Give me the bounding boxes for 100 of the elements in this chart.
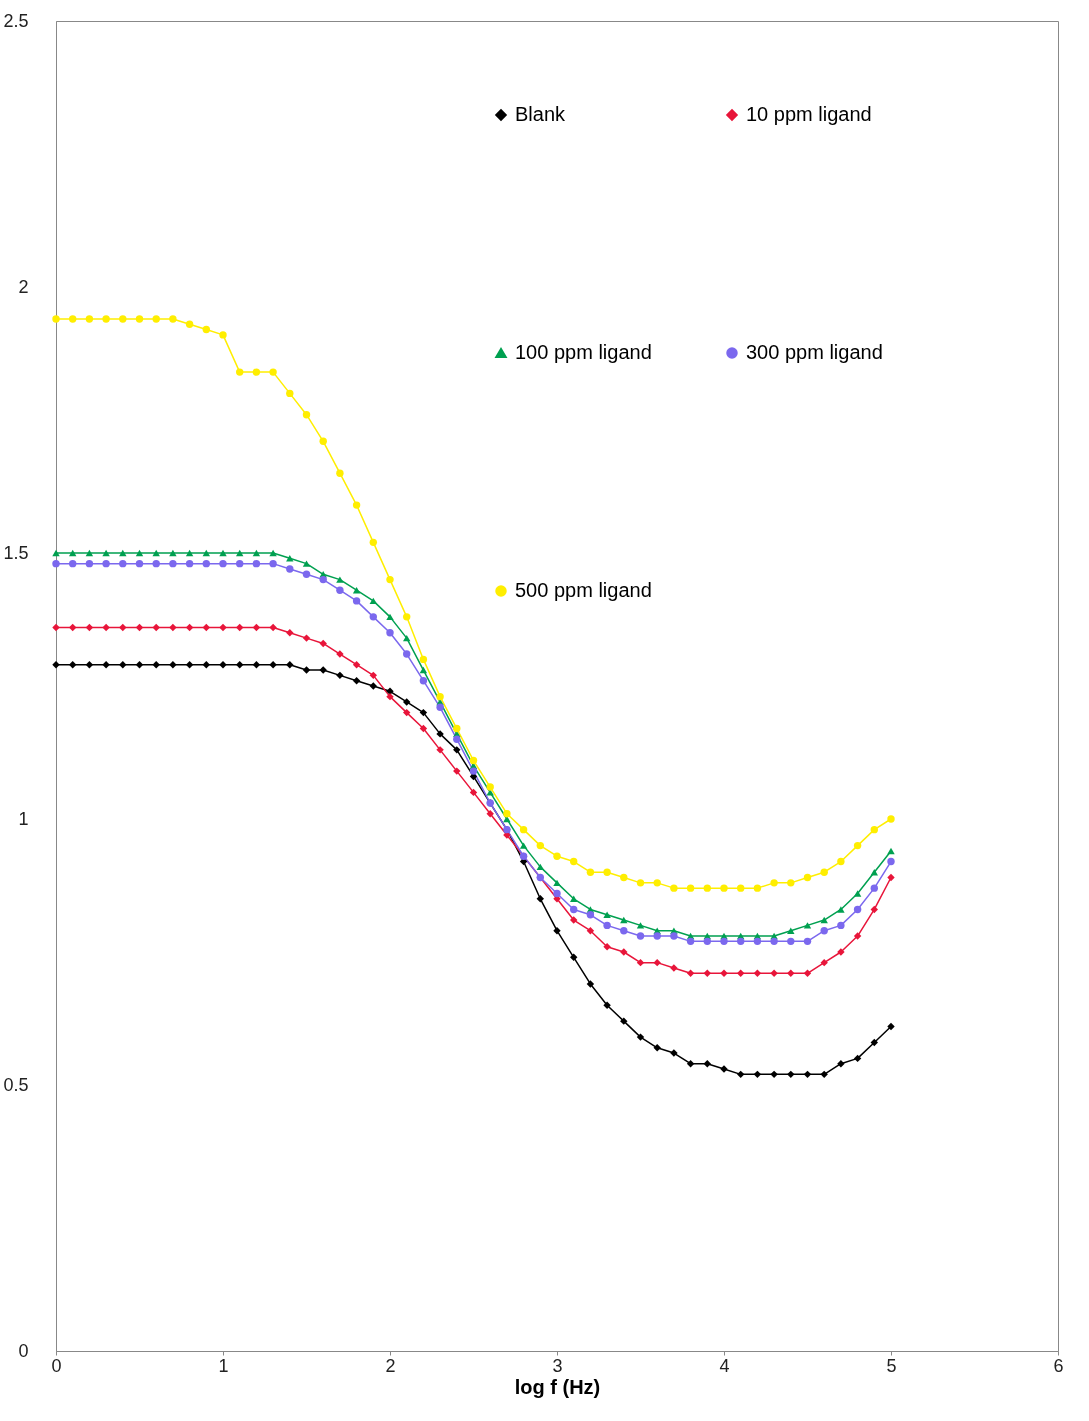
point: [286, 661, 294, 669]
legend-label: 500 ppm ligand: [515, 579, 652, 601]
point: [119, 315, 127, 323]
point: [185, 661, 194, 669]
point: [152, 559, 160, 568]
point: [68, 623, 77, 632]
point: [402, 708, 411, 717]
point: [386, 613, 394, 621]
point: [736, 884, 745, 892]
point: [252, 661, 261, 669]
point: [302, 410, 311, 419]
point: [202, 549, 211, 557]
point: [753, 969, 762, 977]
point: [119, 559, 127, 568]
point: [85, 315, 94, 323]
point: [586, 980, 595, 988]
point: [569, 953, 578, 962]
point: [369, 682, 378, 690]
y-tick-label: 1.5: [3, 542, 29, 563]
point: [319, 575, 327, 584]
point: [569, 857, 578, 866]
point: [519, 825, 528, 834]
point: [486, 783, 494, 791]
point: [68, 315, 77, 323]
point: [536, 841, 545, 850]
point: [68, 549, 77, 557]
point: [686, 969, 695, 977]
point: [386, 629, 394, 637]
point: [519, 842, 528, 849]
point: [503, 809, 511, 818]
point: [753, 937, 762, 946]
point: [469, 767, 478, 775]
point: [252, 559, 261, 568]
point: [603, 911, 611, 918]
point: [453, 767, 461, 775]
point: [85, 661, 94, 669]
point: [135, 623, 144, 632]
point: [102, 559, 110, 568]
point: [770, 1070, 778, 1079]
point: [787, 1070, 795, 1079]
point: [235, 368, 244, 376]
point: [670, 884, 678, 892]
point: [820, 958, 828, 967]
point: [803, 969, 812, 977]
point: [119, 661, 127, 669]
x-tick-label: 2: [385, 1355, 396, 1376]
point: [102, 549, 110, 557]
point: [336, 469, 344, 477]
legend-label: 100 ppm ligand: [515, 341, 652, 363]
x-tick-label: 6: [1053, 1355, 1064, 1376]
point: [185, 559, 194, 568]
point: [837, 1060, 845, 1068]
point: [436, 703, 444, 711]
point: [820, 868, 828, 876]
point: [235, 661, 244, 669]
point: [102, 661, 110, 669]
point: [402, 650, 411, 658]
point: [636, 922, 645, 929]
point: [787, 879, 795, 887]
point: [169, 623, 177, 632]
point: [135, 315, 144, 323]
point: [202, 325, 211, 334]
point: [703, 937, 712, 946]
point: [369, 538, 378, 547]
point: [402, 613, 411, 621]
point: [252, 623, 261, 632]
point: [887, 857, 895, 866]
point: [837, 906, 845, 913]
point: [202, 559, 211, 568]
point: [486, 789, 494, 796]
point: [269, 368, 277, 376]
point: [319, 639, 327, 648]
point: [553, 889, 561, 898]
point: [736, 969, 745, 977]
point: [85, 559, 94, 568]
point: [469, 788, 478, 797]
point: [787, 969, 795, 977]
x-tick-label: 1: [218, 1355, 229, 1376]
point: [486, 809, 494, 818]
point: [152, 315, 160, 323]
point: [870, 1038, 879, 1047]
point: [770, 879, 778, 887]
point: [202, 661, 211, 669]
point: [286, 389, 294, 398]
point: [736, 1070, 745, 1079]
point: [102, 623, 110, 632]
point: [820, 1070, 828, 1079]
y-tick-label: 2.5: [3, 10, 29, 31]
point: [302, 634, 311, 642]
point: [887, 873, 895, 882]
point: [402, 698, 411, 706]
point: [319, 437, 327, 445]
point: [703, 969, 712, 977]
point: [620, 873, 628, 882]
point: [586, 868, 595, 876]
point: [887, 1022, 895, 1031]
point: [453, 735, 461, 743]
x-tick-label: 5: [886, 1355, 897, 1376]
point: [369, 671, 378, 680]
point: [252, 549, 261, 557]
